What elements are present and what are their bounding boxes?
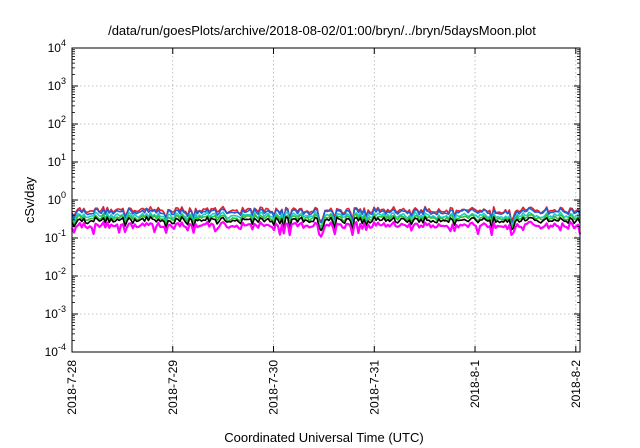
x-tick-label: 2018-7-31 <box>367 360 381 415</box>
series-line <box>71 207 581 224</box>
y-tick-label: 10-3 <box>45 304 66 321</box>
chart-title: /data/run/goesPlots/archive/2018-08-02/0… <box>108 23 536 38</box>
x-tick-label: 2018-7-28 <box>65 360 79 415</box>
y-tick-label: 10-2 <box>45 266 66 283</box>
x-tick-label: 2018-8-2 <box>569 360 583 408</box>
y-tick-label: 101 <box>48 152 66 169</box>
series-layer <box>70 205 582 238</box>
y-tick-label: 103 <box>48 76 66 93</box>
x-axis-ticks: 2018-7-28 2018-7-29 2018-7-30 2018-7-31 2018… <box>65 48 583 415</box>
y-tick-label: 100 <box>48 190 66 207</box>
series-line <box>71 216 581 232</box>
y-tick-label: 102 <box>48 114 66 131</box>
y-axis-ticks: 10-4 10-3 10-2 10-1 100 101 102 103 104 <box>45 38 580 359</box>
x-tick-label: 2018-7-30 <box>267 360 281 415</box>
x-tick-label: 2018-8-1 <box>468 360 482 408</box>
y-axis-title: cSv/day <box>22 176 37 223</box>
y-tick-label: 10-4 <box>45 342 66 359</box>
x-tick-label: 2018-7-29 <box>166 360 180 415</box>
series-line <box>70 220 582 238</box>
y-tick-label: 104 <box>48 38 66 55</box>
x-axis-title: Coordinated Universal Time (UTC) <box>224 430 423 445</box>
y-tick-label: 10-1 <box>45 228 66 245</box>
grid <box>71 48 580 352</box>
series-line <box>71 211 581 228</box>
